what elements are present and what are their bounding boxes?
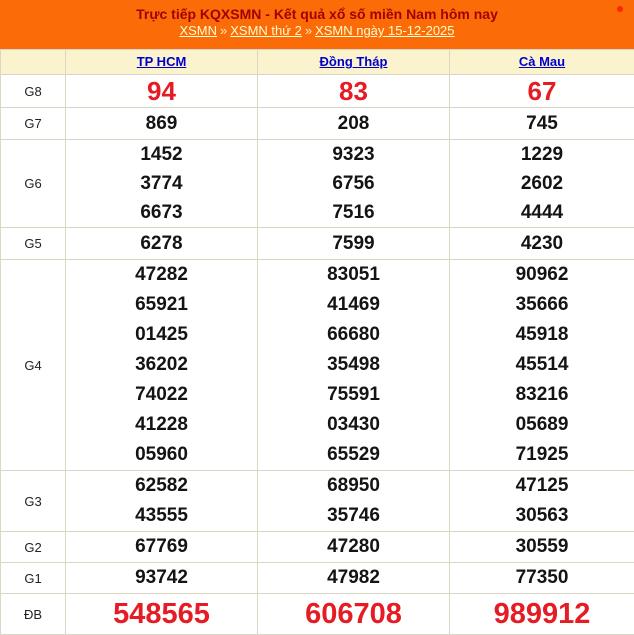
prize-column-header	[1, 50, 66, 75]
prize-number: 94	[66, 75, 257, 107]
prize-number: 7516	[258, 198, 449, 227]
prize-number: 7599	[258, 229, 449, 259]
breadcrumb: XSMN»XSMN thứ 2»XSMN ngày 15-12-2025	[0, 23, 634, 39]
breadcrumb-link-xsmn-thu-2[interactable]: XSMN thứ 2	[230, 23, 302, 38]
prize-number: 83216	[450, 380, 634, 410]
prize-number: 4444	[450, 198, 634, 227]
prize-number: 90962	[450, 260, 634, 290]
prize-number: 6278	[66, 229, 257, 259]
prize-number: 66680	[258, 320, 449, 350]
prize-number: 41228	[66, 410, 257, 440]
prize-label: ĐB	[1, 594, 66, 635]
table-row-db: ĐB 548565 606708 989912	[1, 594, 634, 635]
prize-number: 41469	[258, 290, 449, 320]
table-row-g8: G8 94 83 67	[1, 75, 634, 108]
prize-number: 1229	[450, 140, 634, 169]
prize-number: 6673	[66, 198, 257, 227]
prize-label: G3	[1, 471, 66, 532]
table-row-g4: G4 47282 65921 01425 36202 74022 41228 0…	[1, 260, 634, 471]
prize-label: G5	[1, 228, 66, 260]
table-row-g6: G6 1452 3774 6673 9323 6756 7516 1229 26…	[1, 140, 634, 228]
live-indicator-dot	[617, 6, 623, 12]
prize-number: 45918	[450, 320, 634, 350]
prize-number: 208	[258, 109, 449, 139]
prize-number: 65529	[258, 440, 449, 470]
prize-number: 2602	[450, 169, 634, 198]
table-row-g3: G3 62582 43555 68950 35746 47125 30563	[1, 471, 634, 532]
prize-number: 75591	[258, 380, 449, 410]
province-link-tp-hcm[interactable]: TP HCM	[137, 54, 187, 69]
prize-number: 869	[66, 109, 257, 139]
prize-number: 35666	[450, 290, 634, 320]
prize-number: 71925	[450, 440, 634, 470]
page-title: Trực tiếp KQXSMN - Kết quả xổ số miền Na…	[0, 0, 634, 23]
prize-number: 47280	[258, 532, 449, 562]
table-row-g5: G5 6278 7599 4230	[1, 228, 634, 260]
prize-label: G6	[1, 140, 66, 228]
prize-number: 67	[450, 75, 634, 107]
prize-number: 01425	[66, 320, 257, 350]
prize-number: 65921	[66, 290, 257, 320]
results-banner: Trực tiếp KQXSMN - Kết quả xổ số miền Na…	[0, 0, 634, 49]
prize-number: 30559	[450, 532, 634, 562]
prize-number: 77350	[450, 563, 634, 593]
prize-number: 83	[258, 75, 449, 107]
prize-number: 989912	[450, 594, 634, 634]
prize-number: 03430	[258, 410, 449, 440]
prize-number: 67769	[66, 532, 257, 562]
breadcrumb-link-xsmn-date[interactable]: XSMN ngày 15-12-2025	[315, 23, 454, 38]
prize-number: 9323	[258, 140, 449, 169]
prize-number: 43555	[66, 501, 257, 531]
prize-number: 1452	[66, 140, 257, 169]
prize-number: 4230	[450, 229, 634, 259]
table-row-g7: G7 869 208 745	[1, 108, 634, 140]
prize-number: 30563	[450, 501, 634, 531]
prize-number: 35498	[258, 350, 449, 380]
prize-number: 47125	[450, 471, 634, 501]
prize-number: 83051	[258, 260, 449, 290]
prize-number: 45514	[450, 350, 634, 380]
breadcrumb-link-xsmn[interactable]: XSMN	[179, 23, 217, 38]
prize-number: 05689	[450, 410, 634, 440]
prize-number: 93742	[66, 563, 257, 593]
province-link-dong-thap[interactable]: Đồng Tháp	[320, 54, 388, 69]
prize-label: G8	[1, 75, 66, 108]
breadcrumb-separator: »	[220, 23, 227, 38]
prize-number: 35746	[258, 501, 449, 531]
prize-number: 05960	[66, 440, 257, 470]
prize-number: 606708	[258, 594, 449, 634]
prize-number: 3774	[66, 169, 257, 198]
province-link-ca-mau[interactable]: Cà Mau	[519, 54, 565, 69]
prize-number: 548565	[66, 594, 257, 634]
prize-number: 47282	[66, 260, 257, 290]
prize-number: 36202	[66, 350, 257, 380]
table-row-g1: G1 93742 47982 77350	[1, 563, 634, 594]
prize-number: 6756	[258, 169, 449, 198]
results-table: TP HCM Đồng Tháp Cà Mau G8 94 83 67 G7 8…	[0, 49, 634, 635]
table-row-g2: G2 67769 47280 30559	[1, 532, 634, 563]
prize-label: G4	[1, 260, 66, 471]
prize-number: 62582	[66, 471, 257, 501]
prize-label: G1	[1, 563, 66, 594]
prize-number: 47982	[258, 563, 449, 593]
breadcrumb-separator: »	[305, 23, 312, 38]
prize-label: G2	[1, 532, 66, 563]
prize-number: 745	[450, 109, 634, 139]
province-header-row: TP HCM Đồng Tháp Cà Mau	[1, 50, 634, 75]
prize-number: 68950	[258, 471, 449, 501]
prize-number: 74022	[66, 380, 257, 410]
prize-label: G7	[1, 108, 66, 140]
